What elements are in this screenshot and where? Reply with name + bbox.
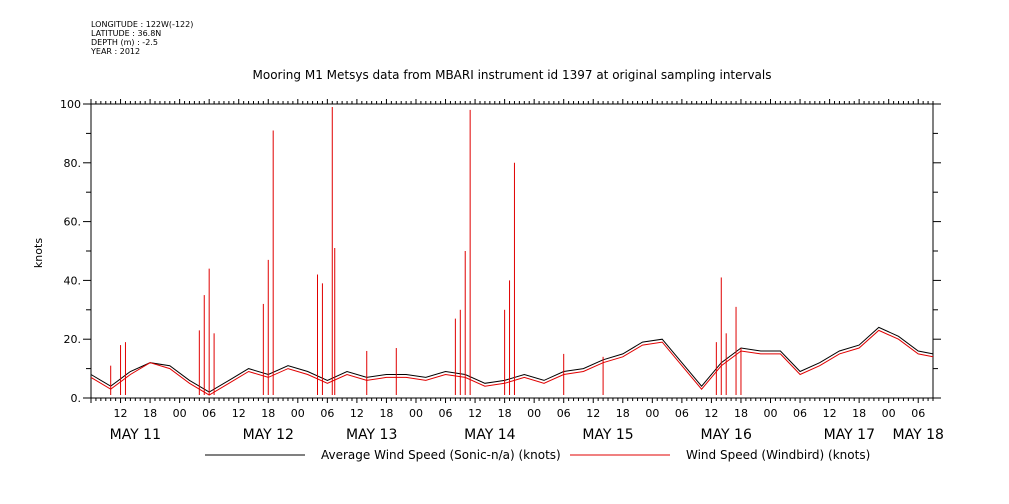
y-tick-label: 80. <box>64 157 82 170</box>
series-windbird-wind-speed <box>90 106 934 396</box>
x-hour-label: 12 <box>232 407 246 420</box>
x-hour-label: 18 <box>734 407 748 420</box>
x-hour-label: 00 <box>527 407 541 420</box>
x-day-label: MAY 15 <box>582 427 633 443</box>
x-hour-label: 18 <box>379 407 393 420</box>
axes-group <box>83 99 941 403</box>
x-hour-label: 06 <box>675 407 689 420</box>
y-tick-label: 60. <box>64 216 82 229</box>
latitude-text: LATITUDE : 36.8N <box>91 29 162 38</box>
x-day-label: MAY 18 <box>893 427 944 443</box>
x-hour-label: 06 <box>557 407 571 420</box>
x-hour-label: 00 <box>764 407 778 420</box>
y-tick-label: 0. <box>71 392 82 405</box>
legend: Average Wind Speed (Sonic-n/a) (knots) W… <box>205 448 870 462</box>
x-hour-label: 06 <box>439 407 453 420</box>
x-day-label: MAY 17 <box>824 427 875 443</box>
x-hour-label: 00 <box>882 407 896 420</box>
x-hour-label: 00 <box>291 407 305 420</box>
x-hour-label: 18 <box>143 407 157 420</box>
axis-labels: 0. 20. 40. 60. 80. 100 12 18 00 06 12 18 00 06 12 18 00 0… <box>60 98 944 443</box>
x-hour-label: 00 <box>645 407 659 420</box>
chart-title: Mooring M1 Metsys data from MBARI instru… <box>252 68 772 82</box>
x-hour-label: 12 <box>823 407 837 420</box>
x-hour-label: 06 <box>911 407 925 420</box>
y-axis-label: knots <box>32 238 45 268</box>
x-day-label: MAY 13 <box>346 427 397 443</box>
x-hour-label: 00 <box>409 407 423 420</box>
x-hour-label: 12 <box>114 407 128 420</box>
metadata-block: LONGITUDE : 122W(-122) LATITUDE : 36.8N … <box>91 20 193 56</box>
y-tick-label: 100 <box>60 98 81 111</box>
x-hour-label: 12 <box>468 407 482 420</box>
legend-windbird-label: Wind Speed (Windbird) (knots) <box>686 448 870 462</box>
x-day-label: MAY 12 <box>243 427 294 443</box>
x-hour-label: 18 <box>852 407 866 420</box>
x-hour-label: 18 <box>261 407 275 420</box>
series-line-windbird <box>90 329 934 396</box>
legend-average-label: Average Wind Speed (Sonic-n/a) (knots) <box>321 448 561 462</box>
longitude-text: LONGITUDE : 122W(-122) <box>91 20 194 29</box>
x-hour-label: 12 <box>350 407 364 420</box>
x-day-label: MAY 16 <box>700 427 751 443</box>
series-average-wind-speed <box>90 326 934 393</box>
x-hour-label: 06 <box>793 407 807 420</box>
y-tick-label: 40. <box>64 274 82 287</box>
series-line-average <box>90 326 934 393</box>
x-hour-label: 00 <box>173 407 187 420</box>
x-day-label: MAY 11 <box>110 427 161 443</box>
depth-text: DEPTH (m) : -2.5 <box>91 38 158 47</box>
x-hour-label: 06 <box>202 407 216 420</box>
year-text: YEAR : 2012 <box>91 47 141 56</box>
plot-frame <box>90 103 934 399</box>
x-day-label: MAY 14 <box>464 427 515 443</box>
x-hour-label: 12 <box>704 407 718 420</box>
y-tick-label: 20. <box>64 333 82 346</box>
x-hour-label: 06 <box>320 407 334 420</box>
x-hour-label: 12 <box>586 407 600 420</box>
x-hour-label: 18 <box>616 407 630 420</box>
x-hour-label: 18 <box>498 407 512 420</box>
